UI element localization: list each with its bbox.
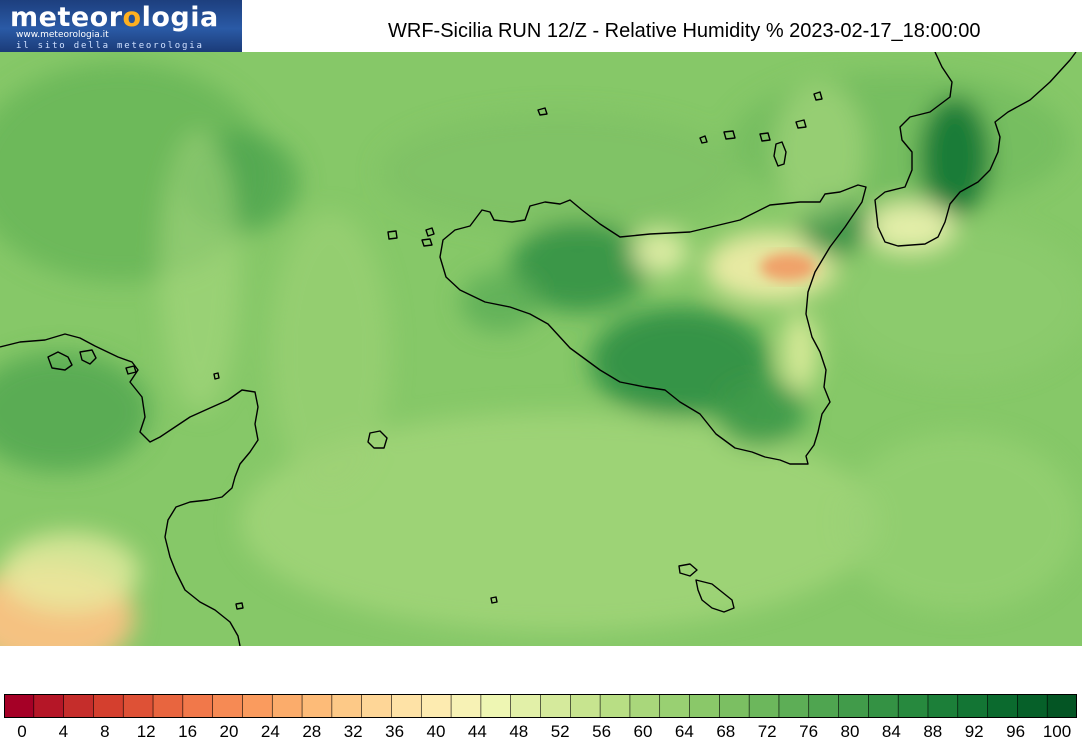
pantelleria-coast — [367, 430, 388, 449]
colorbar-cell — [540, 694, 571, 718]
aeolian-isle-4 — [773, 141, 787, 167]
colorbar-cell — [480, 694, 511, 718]
colorbar-cell — [838, 694, 869, 718]
colorbar-tick-label: 60 — [633, 722, 653, 741]
colorbar-tick-label: 12 — [136, 722, 156, 741]
colorbar-cell — [719, 694, 750, 718]
colorbar-tick-label: 48 — [509, 722, 529, 741]
colorbar-tick-label: 28 — [302, 722, 322, 741]
humidity-colorbar — [4, 694, 1077, 718]
colorbar-tick-label: 24 — [260, 722, 280, 741]
colorbar-tick-label: 76 — [799, 722, 819, 741]
colorbar-cell — [302, 694, 333, 718]
ustica-isle — [537, 107, 548, 116]
colorbar-tick-label: 100 — [1042, 722, 1072, 741]
colorbar-cell — [808, 694, 839, 718]
egadi-isle-1 — [425, 227, 435, 237]
colorbar-tick-label: 92 — [964, 722, 984, 741]
colorbar-cell — [4, 694, 35, 718]
linosa-isle — [490, 596, 498, 604]
colorbar-tick-label: 44 — [467, 722, 487, 741]
colorbar-cell — [63, 694, 94, 718]
colorbar-cell — [272, 694, 303, 718]
colorbar-cell — [153, 694, 184, 718]
colorbar-frame — [4, 694, 1077, 718]
logo-sun-letter: o — [122, 2, 142, 33]
meteorologia-logo[interactable]: meteorologia www.meteorologia.it il sito… — [0, 0, 242, 52]
sicily-coast — [439, 184, 867, 465]
colorbar-tick-label: 0 — [17, 722, 27, 741]
egadi-isle-2 — [421, 238, 433, 247]
colorbar-tick-label: 32 — [343, 722, 363, 741]
colorbar-cell — [927, 694, 959, 718]
colorbar-tick-label: 40 — [426, 722, 446, 741]
lampione-isle — [213, 372, 220, 380]
logo-url: www.meteorologia.it — [16, 30, 109, 40]
colorbar-cell — [957, 694, 988, 718]
colorbar-tick-label: 20 — [219, 722, 239, 741]
colorbar-cell — [898, 694, 929, 718]
gozo-coast — [678, 563, 698, 577]
colorbar-tick-label: 16 — [178, 722, 198, 741]
colorbar-tick-label: 96 — [1006, 722, 1026, 741]
colorbar-cell — [421, 694, 452, 718]
colorbar-cell — [629, 694, 661, 718]
tunis-gulf-shore — [79, 349, 97, 365]
colorbar-labels: 0 4 8 12 16 20 24 28 32 36 40 44 48 52 56 60 64 68 72 76 80 8… — [0, 722, 1082, 742]
lampedusa-isle — [235, 602, 244, 610]
colorbar-cell — [242, 694, 273, 718]
aeolian-isle-1 — [699, 135, 708, 144]
aeolian-isle-5 — [795, 119, 807, 129]
colorbar-tick-label: 72 — [757, 722, 777, 741]
aeolian-isle-6 — [813, 91, 823, 101]
colorbar-cell — [510, 694, 541, 718]
colorbar-cell — [212, 694, 243, 718]
egadi-isle-3 — [387, 230, 398, 240]
colorbar-cell — [749, 694, 780, 718]
colorbar-tick-label: 84 — [881, 722, 901, 741]
colorbar-cell — [123, 694, 154, 718]
dry-patch — [760, 253, 816, 281]
calabria-coast — [874, 52, 1077, 247]
colorbar-tick-label: 88 — [923, 722, 943, 741]
tunisian-isle — [125, 365, 137, 375]
colorbar-tick-label: 56 — [592, 722, 612, 741]
colorbar-cell — [93, 694, 124, 718]
coastlines — [0, 52, 1077, 646]
tunisia-coast — [0, 333, 259, 646]
colorbar-cell — [987, 694, 1018, 718]
colorbar-tick-label: 64 — [674, 722, 694, 741]
malta-coast — [695, 579, 735, 613]
colorbar-tick-label: 4 — [58, 722, 69, 741]
colorbar-tick-label: 80 — [840, 722, 860, 741]
cap-bon — [47, 351, 73, 371]
colorbar-cell — [868, 694, 899, 718]
colorbar-cell — [600, 694, 631, 718]
aeolian-isle-3 — [759, 132, 771, 142]
colorbar-cell — [689, 694, 720, 718]
colorbar-tick-label: 52 — [550, 722, 570, 741]
map-title: WRF-Sicilia RUN 12/Z - Relative Humidity… — [388, 20, 981, 42]
colorbar-cell — [361, 694, 392, 718]
colorbar-cell — [570, 694, 601, 718]
colorbar-cell — [1017, 694, 1048, 718]
logo-tagline: il sito della meteorologia — [16, 41, 204, 51]
colorbar-cell — [391, 694, 422, 718]
logo-wordmark: meteorologia — [10, 2, 219, 33]
humidity-map — [0, 52, 1082, 646]
colorbar-cell — [659, 694, 690, 718]
colorbar-tick-label: 36 — [385, 722, 405, 741]
colorbar-tick-label: 68 — [716, 722, 736, 741]
colorbar-cells — [4, 694, 1077, 718]
aeolian-isle-2 — [723, 130, 736, 140]
colorbar-cell — [331, 694, 362, 718]
colorbar-cell — [451, 694, 482, 718]
colorbar-cell — [778, 694, 810, 718]
humidity-field — [0, 62, 1082, 646]
colorbar-cell — [1047, 694, 1077, 718]
colorbar-cell — [33, 694, 64, 718]
colorbar-tick-label: 8 — [100, 722, 110, 741]
colorbar-cell — [182, 694, 213, 718]
